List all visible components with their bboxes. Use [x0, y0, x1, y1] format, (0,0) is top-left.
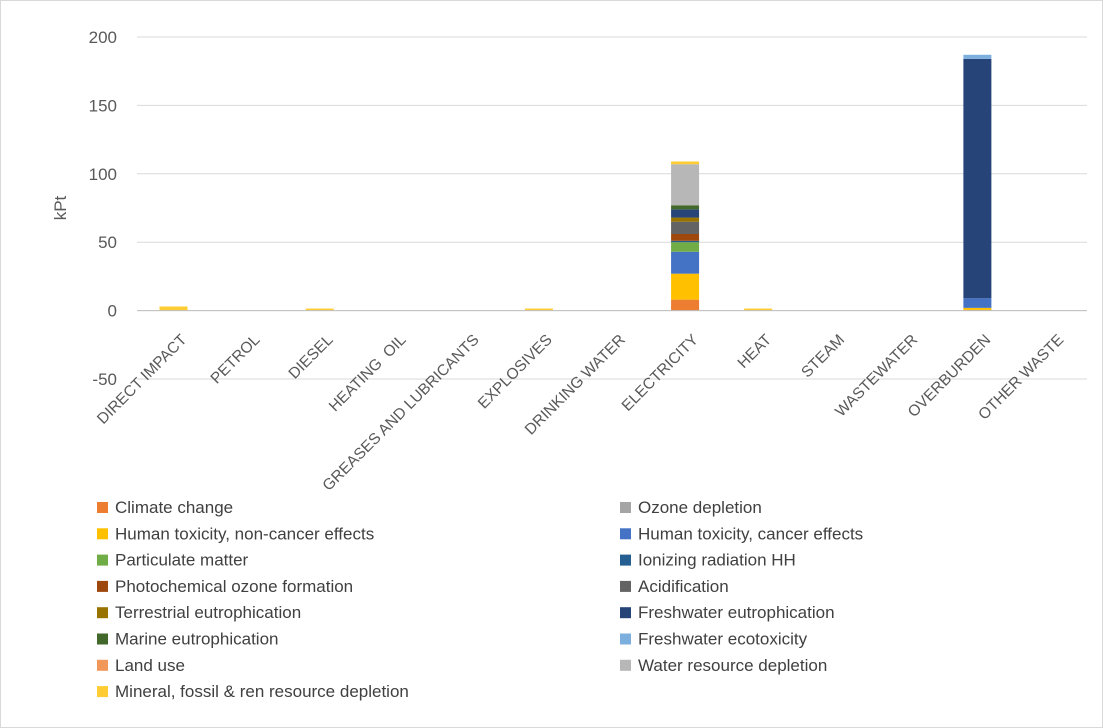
- bar-segment: [671, 242, 700, 252]
- legend-label: Terrestrial eutrophication: [115, 603, 301, 622]
- bar-segment: [963, 307, 992, 310]
- legend-swatch: [620, 633, 631, 645]
- legend: Climate change Ozone depletion Human toxic…: [97, 498, 863, 701]
- bar-segment: [671, 299, 700, 311]
- bar-segment: [671, 209, 700, 218]
- legend-label: Land use: [115, 656, 185, 675]
- bar-segment: [671, 221, 700, 234]
- bar-segment: [963, 298, 992, 308]
- legend-swatch: [97, 502, 108, 513]
- legend-label: Mineral, fossil & ren resource depletion: [115, 682, 409, 701]
- legend-label: Freshwater ecotoxicity: [638, 630, 808, 649]
- legend-swatch: [97, 580, 108, 592]
- bar-segment: [524, 308, 553, 311]
- legend-swatch: [97, 528, 108, 540]
- legend-label: Ionizing radiation HH: [638, 551, 796, 570]
- bar-segment: [963, 54, 992, 59]
- legend-swatch: [620, 554, 631, 566]
- legend-swatch: [97, 633, 108, 645]
- legend-label: Particulate matter: [115, 551, 249, 570]
- legend-label: Acidification: [638, 577, 729, 596]
- bar-segment: [671, 161, 700, 165]
- bar-segment: [671, 251, 700, 274]
- legend-swatch: [620, 502, 631, 513]
- bar-segment: [159, 306, 188, 311]
- bar-segment: [671, 273, 700, 300]
- legend-swatch: [620, 580, 631, 592]
- y-axis-title: kPt: [51, 195, 70, 220]
- y-tick-label: 150: [89, 96, 117, 115]
- legend-label: Human toxicity, cancer effects: [638, 524, 863, 543]
- legend-label: Human toxicity, non-cancer effects: [115, 524, 374, 543]
- y-tick-label: 50: [98, 233, 117, 252]
- legend-label: Climate change: [115, 498, 233, 517]
- legend-label: Ozone depletion: [638, 498, 762, 517]
- legend-swatch: [620, 528, 631, 540]
- bar-segment: [671, 233, 700, 241]
- legend-swatch: [620, 607, 631, 619]
- legend-swatch: [97, 659, 108, 671]
- legend-swatch: [97, 554, 108, 566]
- bar-segment: [671, 217, 700, 222]
- y-tick-label: -50: [92, 370, 117, 389]
- y-tick-label: 200: [89, 28, 117, 47]
- legend-swatch: [97, 686, 108, 698]
- legend-label: Freshwater eutrophication: [638, 603, 835, 622]
- y-tick-label: 0: [108, 302, 117, 321]
- bar-segment: [671, 164, 700, 206]
- legend-label: Photochemical ozone formation: [115, 577, 353, 596]
- legend-swatch: [620, 659, 631, 671]
- bar-segment: [963, 58, 992, 299]
- bar-segment: [671, 205, 700, 210]
- legend-label: Marine eutrophication: [115, 630, 278, 649]
- bar-segment: [305, 308, 334, 311]
- bars: [159, 54, 992, 311]
- legend-label: Water resource depletion: [638, 656, 827, 675]
- bar-segment: [744, 308, 773, 311]
- bar-segment: [671, 240, 700, 243]
- y-tick-label: 100: [89, 165, 117, 184]
- legend-swatch: [97, 607, 108, 619]
- y-axis-ticks: -50 0 50 100 150 200: [89, 28, 117, 389]
